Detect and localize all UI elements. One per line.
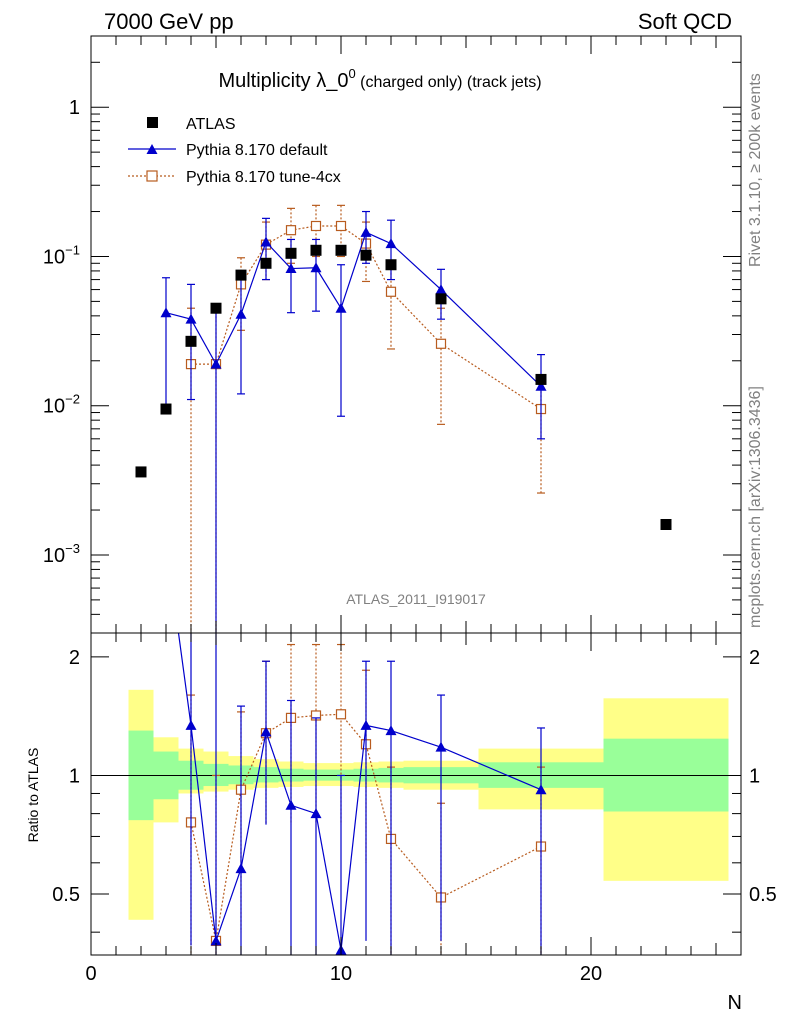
atlas-data-point — [135, 466, 147, 478]
y-tick-label: 10−1 — [43, 242, 80, 268]
ratio-ylabel: Ratio to ATLAS — [25, 748, 41, 843]
legend-tune-marker — [146, 170, 158, 182]
atlas-data-point — [660, 518, 672, 530]
atlas-data-point — [185, 335, 197, 347]
y-tick-label: 10−3 — [43, 541, 80, 567]
legend-atlas-marker — [147, 117, 158, 128]
legend-default-marker — [146, 144, 158, 154]
ratio-tick-label-left: 0.5 — [52, 884, 80, 906]
tune-data-point — [310, 220, 322, 232]
default-data-point — [335, 302, 347, 313]
legend-entry-tune: Pythia 8.170 tune-4cx — [128, 169, 341, 186]
tune-ratio-point — [335, 709, 347, 720]
legend: ATLAS Pythia 8.170 default Pythia 8.170 … — [128, 116, 341, 186]
main-panel: 1 10−1 10−2 10−3 Multiplicity λ_00 (charged… — [43, 35, 742, 634]
atlas-data-point — [335, 244, 347, 256]
atlas-data-point — [285, 247, 297, 259]
default-data-point — [310, 262, 322, 273]
title-main: Multiplicity λ_0 — [218, 70, 348, 92]
mcplots-label: mcplots.cern.ch [arXiv:1306.3436] — [747, 386, 764, 628]
tune-data-point — [385, 286, 397, 297]
default-data-point — [235, 308, 247, 319]
default-data-point — [210, 358, 222, 369]
default-ratio-point — [285, 799, 297, 810]
x-tick-label: 10 — [330, 963, 352, 985]
atlas-data-point — [210, 302, 222, 314]
default-data-point — [285, 263, 297, 274]
default-ratio-point — [310, 808, 322, 819]
header-left: 7000 GeV pp — [104, 9, 234, 34]
chart-title: Multiplicity λ_00 (charged only) (track … — [218, 66, 541, 92]
x-tick-label: 20 — [580, 963, 602, 985]
default-ratio-point — [535, 784, 547, 795]
default-ratio-point — [235, 863, 247, 874]
default-ratio-point — [435, 741, 447, 752]
ratio-panel: 0.5 0.51 12 20 10 20 Ratio to ATLAS N — [25, 632, 777, 1014]
ratio-tick-label-left: 1 — [69, 765, 80, 787]
tune-data-point — [435, 338, 447, 349]
default-data-point — [360, 226, 372, 237]
default-ratio-point — [210, 935, 222, 946]
tune-data-point — [335, 220, 347, 232]
ratio-tick-label-right: 0.5 — [749, 884, 777, 906]
rivet-label: Rivet 3.1.10, ≥ 200k events — [747, 73, 764, 267]
default-ratio-point — [260, 726, 272, 737]
atlas-data-point — [260, 257, 272, 269]
legend-entry-default: Pythia 8.170 default — [128, 142, 328, 159]
tune-data-point — [285, 225, 297, 236]
header-right: Soft QCD — [638, 9, 732, 34]
legend-entry-atlas: ATLAS — [147, 116, 236, 133]
y-tick-label: 10−2 — [43, 392, 80, 418]
y-tick-label: 1 — [69, 97, 80, 119]
default-data-point — [260, 236, 272, 247]
legend-tune-label: Pythia 8.170 tune-4cx — [186, 169, 341, 186]
atlas-data-point — [160, 403, 172, 415]
title-sub: (charged only) (track jets) — [356, 74, 542, 91]
atlas-data-point — [385, 259, 397, 271]
default-ratio-line — [177, 632, 542, 951]
ratio-tick-label-right: 2 — [749, 647, 760, 669]
atlas-data-point — [435, 293, 447, 305]
ratio-tick-label-left: 2 — [69, 647, 80, 669]
default-data-point — [535, 380, 547, 391]
default-data-point — [435, 284, 447, 295]
atlas-data-point — [235, 269, 247, 281]
ratio-tick-label-right: 1 — [749, 765, 760, 787]
default-series-line — [165, 231, 542, 387]
default-ratio-point — [385, 725, 397, 736]
atlas-data-point — [535, 373, 547, 385]
default-ratio-point — [360, 719, 372, 730]
atlas-data-point — [310, 244, 322, 256]
x-axis-label: N — [728, 992, 742, 1014]
legend-atlas-label: ATLAS — [186, 116, 236, 133]
title-sup: 0 — [348, 66, 355, 81]
default-data-point — [160, 307, 172, 318]
default-ratio-point — [185, 719, 197, 730]
default-data-point — [185, 313, 197, 324]
legend-default-label: Pythia 8.170 default — [186, 142, 328, 159]
atlas-data-point — [360, 249, 372, 261]
default-data-point — [385, 238, 397, 249]
analysis-label: ATLAS_2011_I919017 — [346, 591, 486, 607]
x-tick-label: 0 — [85, 963, 96, 985]
